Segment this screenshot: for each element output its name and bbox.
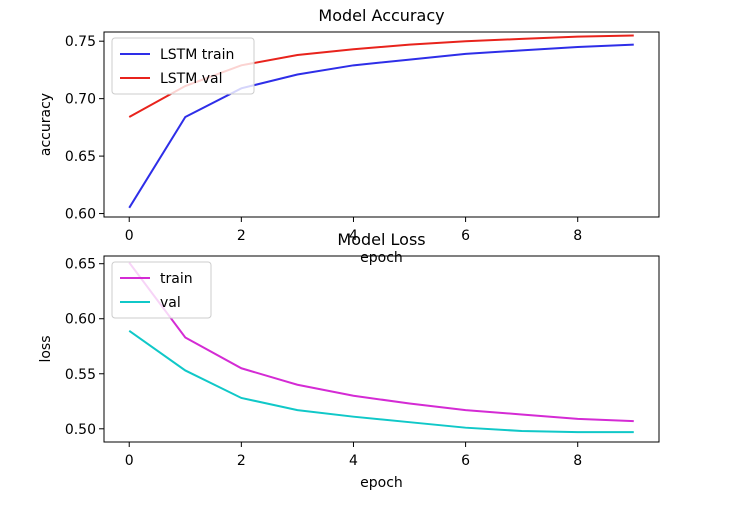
y-axis-label-0: accuracy	[38, 93, 54, 156]
subplot-0: 0 2 4 6 8 0.60 0.65 0.70 0.75 epoch accuracy Model …	[38, 6, 660, 266]
x-tick-label-0: 6	[461, 228, 470, 244]
legend-0	[111, 37, 255, 95]
y-tick-label-1: 0.50	[65, 422, 96, 438]
y-tick-label-1: 0.60	[65, 312, 96, 328]
legend-label-1-1: val	[160, 295, 181, 311]
x-tick-label-1: 0	[125, 453, 134, 469]
series-line-0-0	[128, 43, 634, 209]
chart-title-0: Model Accuracy	[318, 6, 444, 25]
x-tick-label-1: 6	[461, 453, 470, 469]
subplot-1: 0 2 4 6 8 0.50 0.55 0.60 0.65 epoch loss Model Loss…	[38, 230, 660, 491]
legend-label-1-0: train	[160, 271, 193, 287]
y-tick-label-1: 0.65	[65, 257, 96, 273]
series-line-1-1	[128, 330, 634, 434]
legend-1	[111, 261, 212, 319]
y-tick-label-0: 0.60	[65, 207, 96, 223]
legend-label-0-0: LSTM train	[160, 47, 234, 63]
y-tick-label-0: 0.65	[65, 149, 96, 165]
y-axis-label-1: loss	[38, 335, 54, 362]
x-tick-label-0: 8	[573, 228, 582, 244]
y-tick-label-0: 0.70	[65, 92, 96, 108]
x-tick-label-1: 4	[349, 453, 358, 469]
y-tick-label-1: 0.55	[65, 367, 96, 383]
x-axis-label-1: epoch	[360, 475, 403, 491]
x-axis-label-0: epoch	[360, 250, 403, 266]
axes-frame-0	[103, 31, 660, 218]
x-tick-label-0: 2	[237, 228, 246, 244]
x-tick-label-1: 8	[573, 453, 582, 469]
x-tick-label-1: 2	[237, 453, 246, 469]
x-tick-label-0: 0	[125, 228, 134, 244]
series-line-1-0	[128, 262, 634, 423]
x-tick-label-0: 4	[349, 228, 358, 244]
chart-title-1: Model Loss	[337, 230, 425, 249]
legend-label-0-1: LSTM val	[160, 71, 223, 87]
y-tick-label-0: 0.75	[65, 34, 96, 50]
axes-frame-1	[103, 255, 660, 443]
